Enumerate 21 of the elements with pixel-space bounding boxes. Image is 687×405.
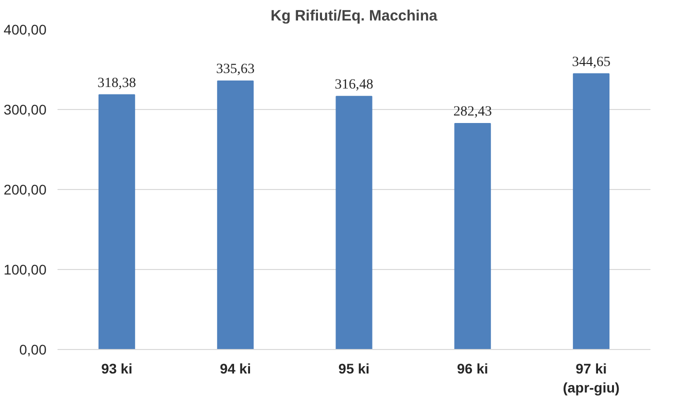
x-tick-label: 93 ki [101, 360, 132, 376]
data-label: 344,65 [572, 54, 610, 70]
data-label: 282,43 [453, 104, 492, 120]
chart-title: Kg Rifiuti/Eq. Macchina [270, 8, 438, 24]
bar [454, 123, 491, 350]
x-tick-label: 95 ki [338, 360, 370, 376]
data-label: 318,38 [98, 76, 136, 91]
data-label: 316,48 [334, 77, 374, 92]
y-tick-label: 100,00 [4, 262, 47, 278]
bar [217, 80, 254, 350]
bar [572, 73, 610, 350]
y-tick-label: 300,00 [4, 102, 47, 118]
x-tick-label: 97 ki (apr-giu) [562, 360, 620, 396]
data-label: 335,63 [216, 62, 255, 77]
bar [336, 96, 372, 350]
y-tick-label: 0,00 [19, 342, 47, 358]
x-tick-label: 96 ki [457, 360, 488, 376]
bar [98, 94, 136, 350]
y-tick-label: 400,00 [4, 22, 47, 38]
y-tick-label: 200,00 [4, 182, 47, 198]
x-tick-label: 94 ki [220, 360, 251, 376]
